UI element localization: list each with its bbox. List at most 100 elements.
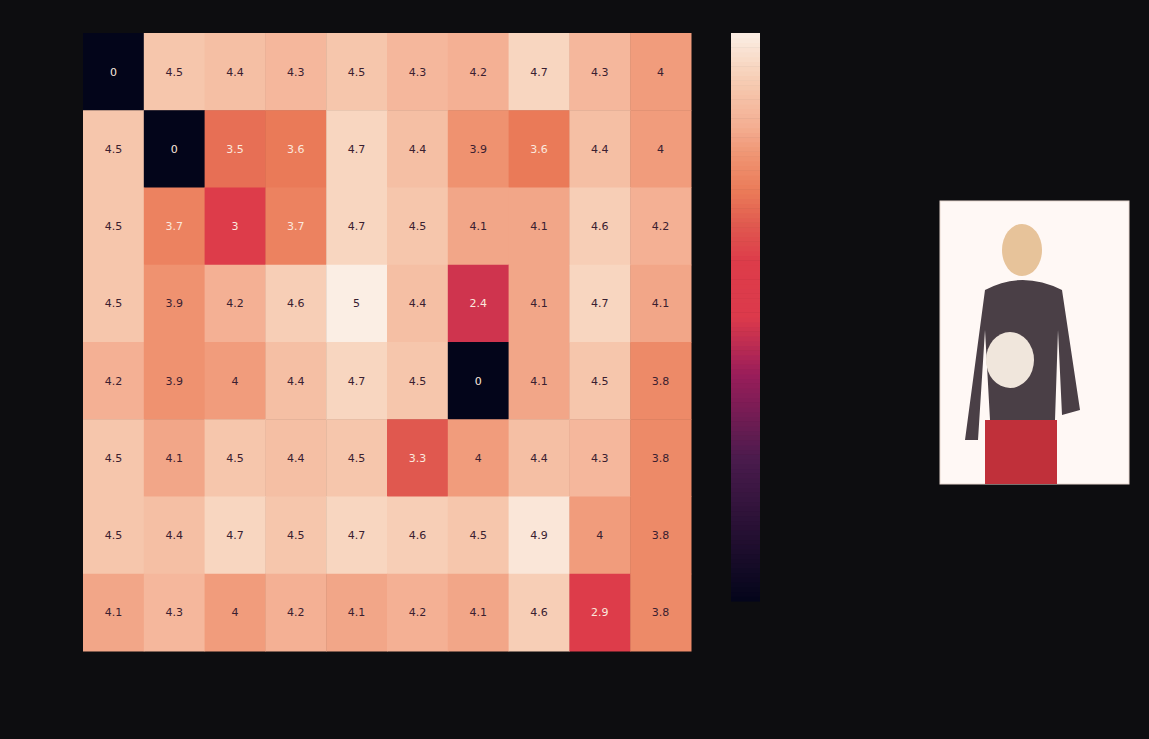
heatmap-cell [569,188,630,266]
colorbar-segment [731,255,760,260]
heatmap-cell [144,497,205,575]
cell-label: 4.4 [591,143,609,156]
colorbar-segment [731,218,760,223]
heatmap-cell [509,110,570,188]
colorbar-segment [731,435,760,440]
cell-label: 4.1 [105,606,123,619]
cell-label: 4.5 [165,66,183,79]
colorbar-segment [731,322,760,327]
heatmap-cell [630,33,691,111]
heatmap-cell [387,497,448,575]
heatmap-cell [144,574,205,652]
colorbar-segment [731,260,760,265]
colorbar-segment [731,90,760,95]
cell-label: 4.4 [287,375,305,388]
colorbar-segment [731,364,760,369]
colorbar-segment [731,497,760,502]
cell-label: 4.5 [105,143,123,156]
cell-label: 4 [657,66,664,79]
cell-label: 4.1 [652,297,670,310]
heatmap-cell [509,33,570,111]
colorbar-segment [731,76,760,81]
colorbar-segment [731,483,760,488]
cell-label: 4.5 [287,529,305,542]
heatmap-cell [265,33,326,111]
colorbar-segment [731,502,760,507]
colorbar-segment [731,95,760,100]
colorbar-segment [731,478,760,483]
photo-sweater [965,280,1080,440]
colorbar-segment [731,151,760,156]
cell-label: 3.6 [530,143,548,156]
colorbar-segment [731,431,760,436]
cell-label: 4 [657,143,664,156]
heatmap-cell [569,574,630,652]
cell-label: 5 [353,297,360,310]
cell-label: 4.4 [530,452,548,465]
cell-label: 0 [110,66,117,79]
colorbar-segment [731,284,760,289]
colorbar-segment [731,317,760,322]
colorbar-segment [731,331,760,336]
heatmap-cell [448,574,509,652]
colorbar-segment [731,166,760,171]
cell-label: 4 [475,452,482,465]
colorbar-segment [731,450,760,455]
cell-label: 4.6 [591,220,609,233]
colorbar-segment [731,587,760,592]
colorbar-segment [731,123,760,128]
heatmap-cell [569,419,630,497]
cell-label: 4.3 [591,452,609,465]
heatmap-cell [326,419,387,497]
heatmap-cell [83,574,144,652]
colorbar-segment [731,459,760,464]
colorbar-segment [731,568,760,573]
cell-label: 4.5 [105,220,123,233]
heatmap-cell [326,342,387,420]
colorbar-segment [731,118,760,123]
colorbar-segment [731,246,760,251]
photo-frame [940,201,1129,484]
colorbar-segment [731,577,760,582]
colorbar-segment [731,156,760,161]
heatmap-cell [83,110,144,188]
heatmap-cell [509,497,570,575]
colorbar-segment [731,142,760,147]
heatmap-cell [448,110,509,188]
cell-label: 4.5 [105,297,123,310]
heatmap-cell [387,342,448,420]
cell-label: 4.5 [105,452,123,465]
cell-label: 4.6 [409,529,427,542]
heatmap-cell [569,265,630,343]
heatmap-cell [265,419,326,497]
heatmap-cell [326,188,387,266]
heatmap-cell [509,574,570,652]
photo-pants [985,420,1057,484]
cell-label: 4.7 [348,220,366,233]
cell-label: 0 [171,143,178,156]
colorbar-segment [731,85,760,90]
heatmap-cell [630,110,691,188]
colorbar-segment [731,203,760,208]
colorbar-segment [731,184,760,189]
cell-label: 3.3 [409,452,427,465]
heatmap-cell [205,342,266,420]
cell-label: 4.5 [348,452,366,465]
heatmap-cell [326,110,387,188]
cell-label: 4.3 [591,66,609,79]
colorbar-segment [731,147,760,152]
heatmap-cell [205,265,266,343]
colorbar-segment [731,293,760,298]
cell-label: 4.7 [348,529,366,542]
cell-label: 4.7 [591,297,609,310]
colorbar-segment [731,326,760,331]
heatmap-cell [448,342,509,420]
heatmap-cell [83,342,144,420]
heatmap-cell [144,188,205,266]
cell-label: 4.2 [105,375,123,388]
cell-label: 4.3 [165,606,183,619]
cell-label: 4.2 [287,606,305,619]
heatmap-cell [387,574,448,652]
heatmap-cell [509,342,570,420]
heatmap-cell [205,188,266,266]
